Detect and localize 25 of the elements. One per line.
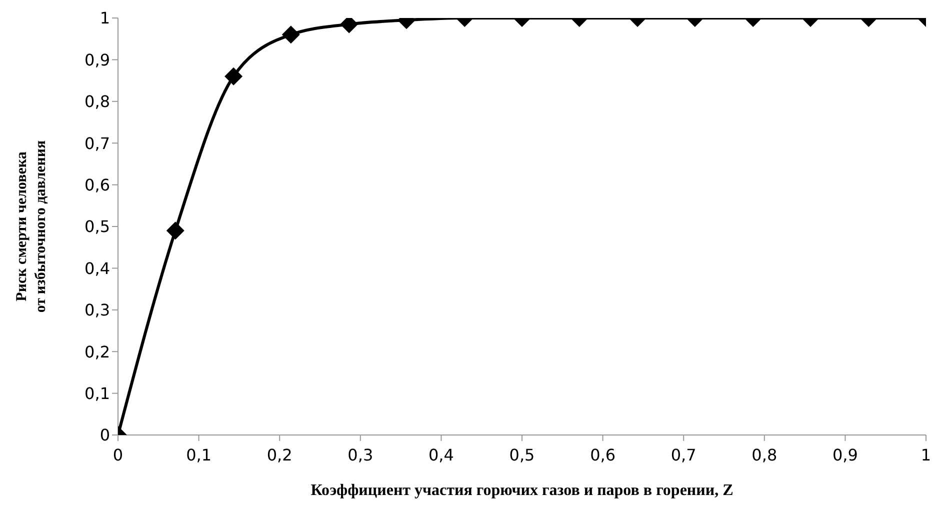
point — [166, 222, 184, 240]
x-tick-label: 1 — [920, 445, 932, 464]
x-tick-label: 0,5 — [509, 445, 535, 464]
x-tick-label: 0,7 — [670, 445, 696, 464]
x-tick-label: 0,3 — [348, 445, 374, 464]
x-tick-label: 0,8 — [752, 445, 778, 464]
y-tick-label: 0,8 — [84, 92, 110, 112]
y-tick-label: 1 — [100, 8, 110, 28]
y-tick-label: 0,3 — [84, 300, 110, 320]
y-tick-label: 0,1 — [84, 384, 110, 403]
x-axis-title: Коэффициент участия горючих газов и паров в горении, Z — [310, 482, 734, 499]
x-tick-label: 0,2 — [266, 445, 292, 464]
y-tick-label: 0,7 — [84, 134, 110, 153]
y-tick-label: 0,5 — [84, 217, 110, 236]
x-tick-label: 0,9 — [832, 445, 858, 464]
y-tick-label: 0 — [100, 426, 110, 445]
x-tick-label: 0,1 — [186, 445, 212, 464]
x-tick-label: 0 — [112, 445, 124, 464]
y-axis-title: Риск смерти человека от избыточного давления — [14, 140, 49, 313]
y-tick-label: 0,2 — [84, 342, 110, 362]
y-tick-label: 0,9 — [84, 50, 110, 70]
y-tick-label: 0,6 — [84, 175, 110, 194]
x-tick-label: 0,4 — [428, 445, 454, 464]
x-tick-label: 0,6 — [590, 445, 616, 464]
y-tick-label: 0,4 — [84, 258, 110, 278]
